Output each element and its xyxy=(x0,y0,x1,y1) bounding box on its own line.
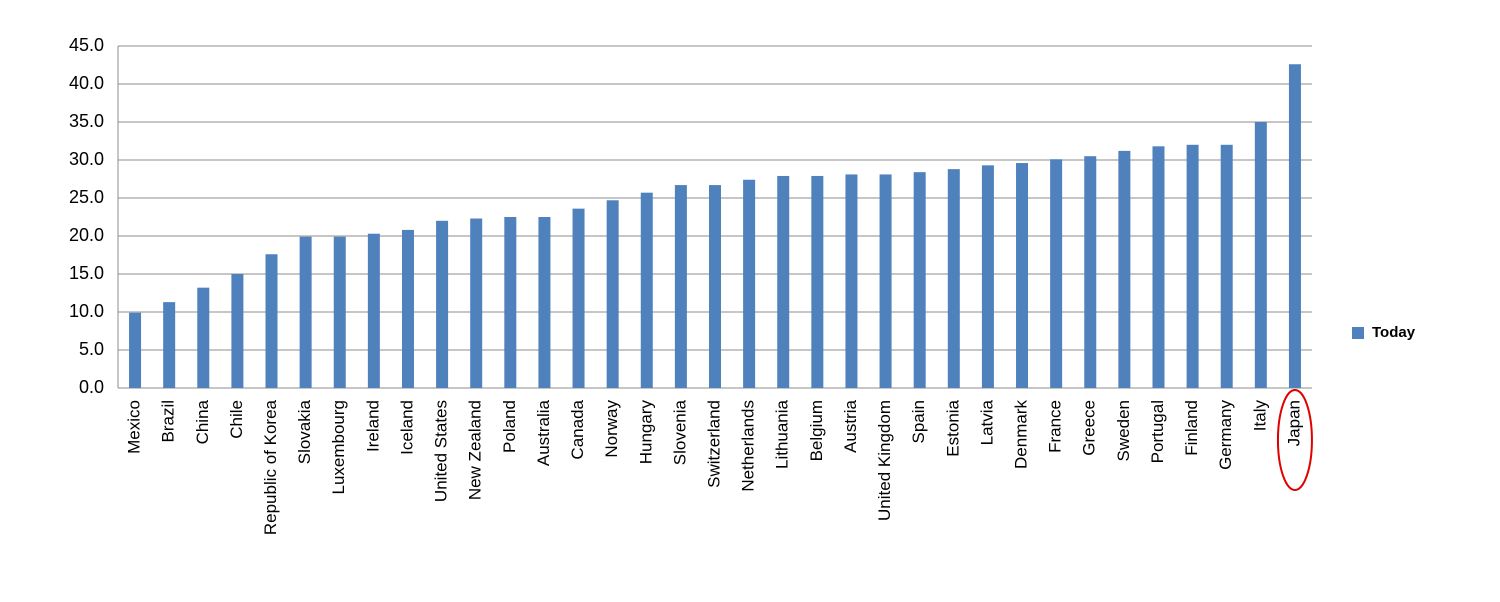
bar xyxy=(231,274,244,388)
bar xyxy=(1016,163,1029,388)
x-tick-label: Latvia xyxy=(977,399,996,445)
bar xyxy=(981,165,994,388)
bar xyxy=(947,169,960,388)
x-tick-label: France xyxy=(1046,400,1065,453)
bar xyxy=(1118,150,1131,388)
x-tick-label: Austria xyxy=(841,399,860,452)
bar xyxy=(1288,64,1301,389)
y-tick-label: 5.0 xyxy=(79,339,104,359)
y-tick-label: 15.0 xyxy=(69,263,104,283)
bar xyxy=(470,218,483,388)
x-tick-label: Norway xyxy=(602,400,621,458)
bar xyxy=(845,174,858,388)
bar xyxy=(606,200,619,388)
bar xyxy=(640,192,653,388)
x-tick-label: Ireland xyxy=(363,400,382,452)
y-tick-label: 35.0 xyxy=(69,111,104,131)
x-tick-label: Luxembourg xyxy=(329,400,348,495)
bar xyxy=(1186,144,1199,388)
bar xyxy=(811,175,824,388)
x-tick-label: Australia xyxy=(534,399,553,466)
bar xyxy=(913,172,926,388)
y-tick-label: 10.0 xyxy=(69,301,104,321)
x-tick-label: United Kingdom xyxy=(875,400,894,521)
x-tick-label: China xyxy=(193,399,212,444)
x-tick-label: Sweden xyxy=(1114,400,1133,461)
bar xyxy=(197,287,210,388)
x-tick-label: Estonia xyxy=(943,399,962,456)
y-tick-label: 0.0 xyxy=(79,377,104,397)
bar xyxy=(401,229,414,388)
bar xyxy=(709,185,721,388)
x-tick-label: Poland xyxy=(500,400,519,453)
bar xyxy=(299,236,312,388)
bar xyxy=(879,174,892,388)
y-tick-label: 20.0 xyxy=(69,225,104,245)
x-tick-label: Iceland xyxy=(397,400,416,455)
bar xyxy=(1254,122,1267,388)
x-tick-label: Germany xyxy=(1216,400,1235,470)
bar xyxy=(674,185,687,388)
y-tick-label: 25.0 xyxy=(69,187,104,207)
x-tick-label: Italy xyxy=(1250,400,1269,432)
bar xyxy=(367,233,380,388)
bar xyxy=(333,236,346,388)
bar xyxy=(436,220,449,388)
bar xyxy=(129,312,142,388)
bar xyxy=(572,208,585,388)
bar xyxy=(1084,156,1097,388)
x-tick-label: Lithuania xyxy=(773,399,792,469)
x-tick-label: Slovenia xyxy=(670,399,689,465)
x-tick-label: Spain xyxy=(909,400,928,443)
bar xyxy=(163,302,176,388)
legend-swatch xyxy=(1352,327,1364,339)
x-tick-label: Netherlands xyxy=(739,400,758,492)
bar xyxy=(1152,146,1165,388)
bar xyxy=(538,217,551,388)
x-tick-label: Belgium xyxy=(807,400,826,461)
x-tick-label: Switzerland xyxy=(704,400,723,488)
x-tick-label: Slovakia xyxy=(295,399,314,464)
highlight-ellipse xyxy=(1276,389,1313,491)
x-tick-label: Republic of Korea xyxy=(261,399,280,535)
bar xyxy=(777,175,790,388)
x-tick-label: Japan xyxy=(1284,400,1303,446)
x-tick-label: Chile xyxy=(227,400,246,439)
legend-label: Today xyxy=(1372,324,1416,341)
x-tick-label: Hungary xyxy=(636,400,655,465)
x-tick-label: Mexico xyxy=(125,400,144,454)
bar xyxy=(743,179,756,388)
bar xyxy=(1220,144,1233,388)
y-tick-label: 40.0 xyxy=(69,73,104,93)
x-tick-label: Canada xyxy=(568,399,587,459)
bar xyxy=(1050,159,1063,388)
x-tick-label: Greece xyxy=(1080,400,1099,456)
x-tick-label: New Zealand xyxy=(466,400,485,500)
x-tick-label: Denmark xyxy=(1012,400,1031,469)
x-tick-label: Brazil xyxy=(159,400,178,443)
y-tick-label: 45.0 xyxy=(69,35,104,55)
x-tick-label: Finland xyxy=(1182,400,1201,456)
bar xyxy=(504,217,517,388)
x-tick-label: Portugal xyxy=(1148,400,1167,463)
x-tick-label: United States xyxy=(432,400,451,502)
bar xyxy=(265,254,278,388)
y-tick-label: 30.0 xyxy=(69,149,104,169)
